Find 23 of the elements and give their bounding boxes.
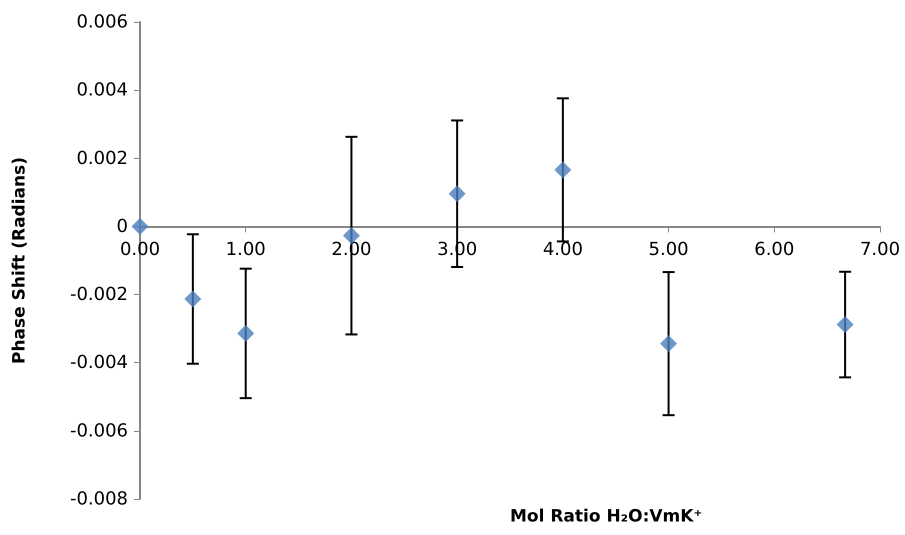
y-tick-label: 0.004	[76, 80, 128, 101]
y-axis-title: Phase Shift (Radians)	[10, 156, 30, 364]
y-tick-label: 0.002	[76, 148, 128, 169]
y-tick-label: 0	[116, 216, 128, 237]
x-tick-label: 4.00	[542, 238, 583, 260]
point	[237, 324, 254, 342]
point	[554, 161, 572, 178]
x-tick-label: 7.00	[860, 238, 900, 260]
x-tick-label: 6.00	[754, 238, 794, 260]
y-tick-label: -0.004	[70, 352, 128, 374]
x-tick-label: 0.00	[120, 238, 160, 260]
x-tick-label: 5.00	[648, 238, 689, 260]
point	[660, 335, 678, 352]
point	[836, 316, 854, 334]
y-tick-label: -0.006	[70, 420, 128, 442]
y-tick-label: -0.002	[70, 284, 128, 306]
x-axis-title: Mol Ratio H₂O:VmK⁺	[510, 506, 702, 526]
point	[448, 185, 466, 202]
y-tick-label: 0.006	[76, 12, 128, 32]
y-tick-label: -0.008	[70, 488, 128, 510]
x-tick-label: 1.00	[226, 238, 266, 260]
point	[184, 290, 202, 308]
point	[132, 218, 148, 235]
